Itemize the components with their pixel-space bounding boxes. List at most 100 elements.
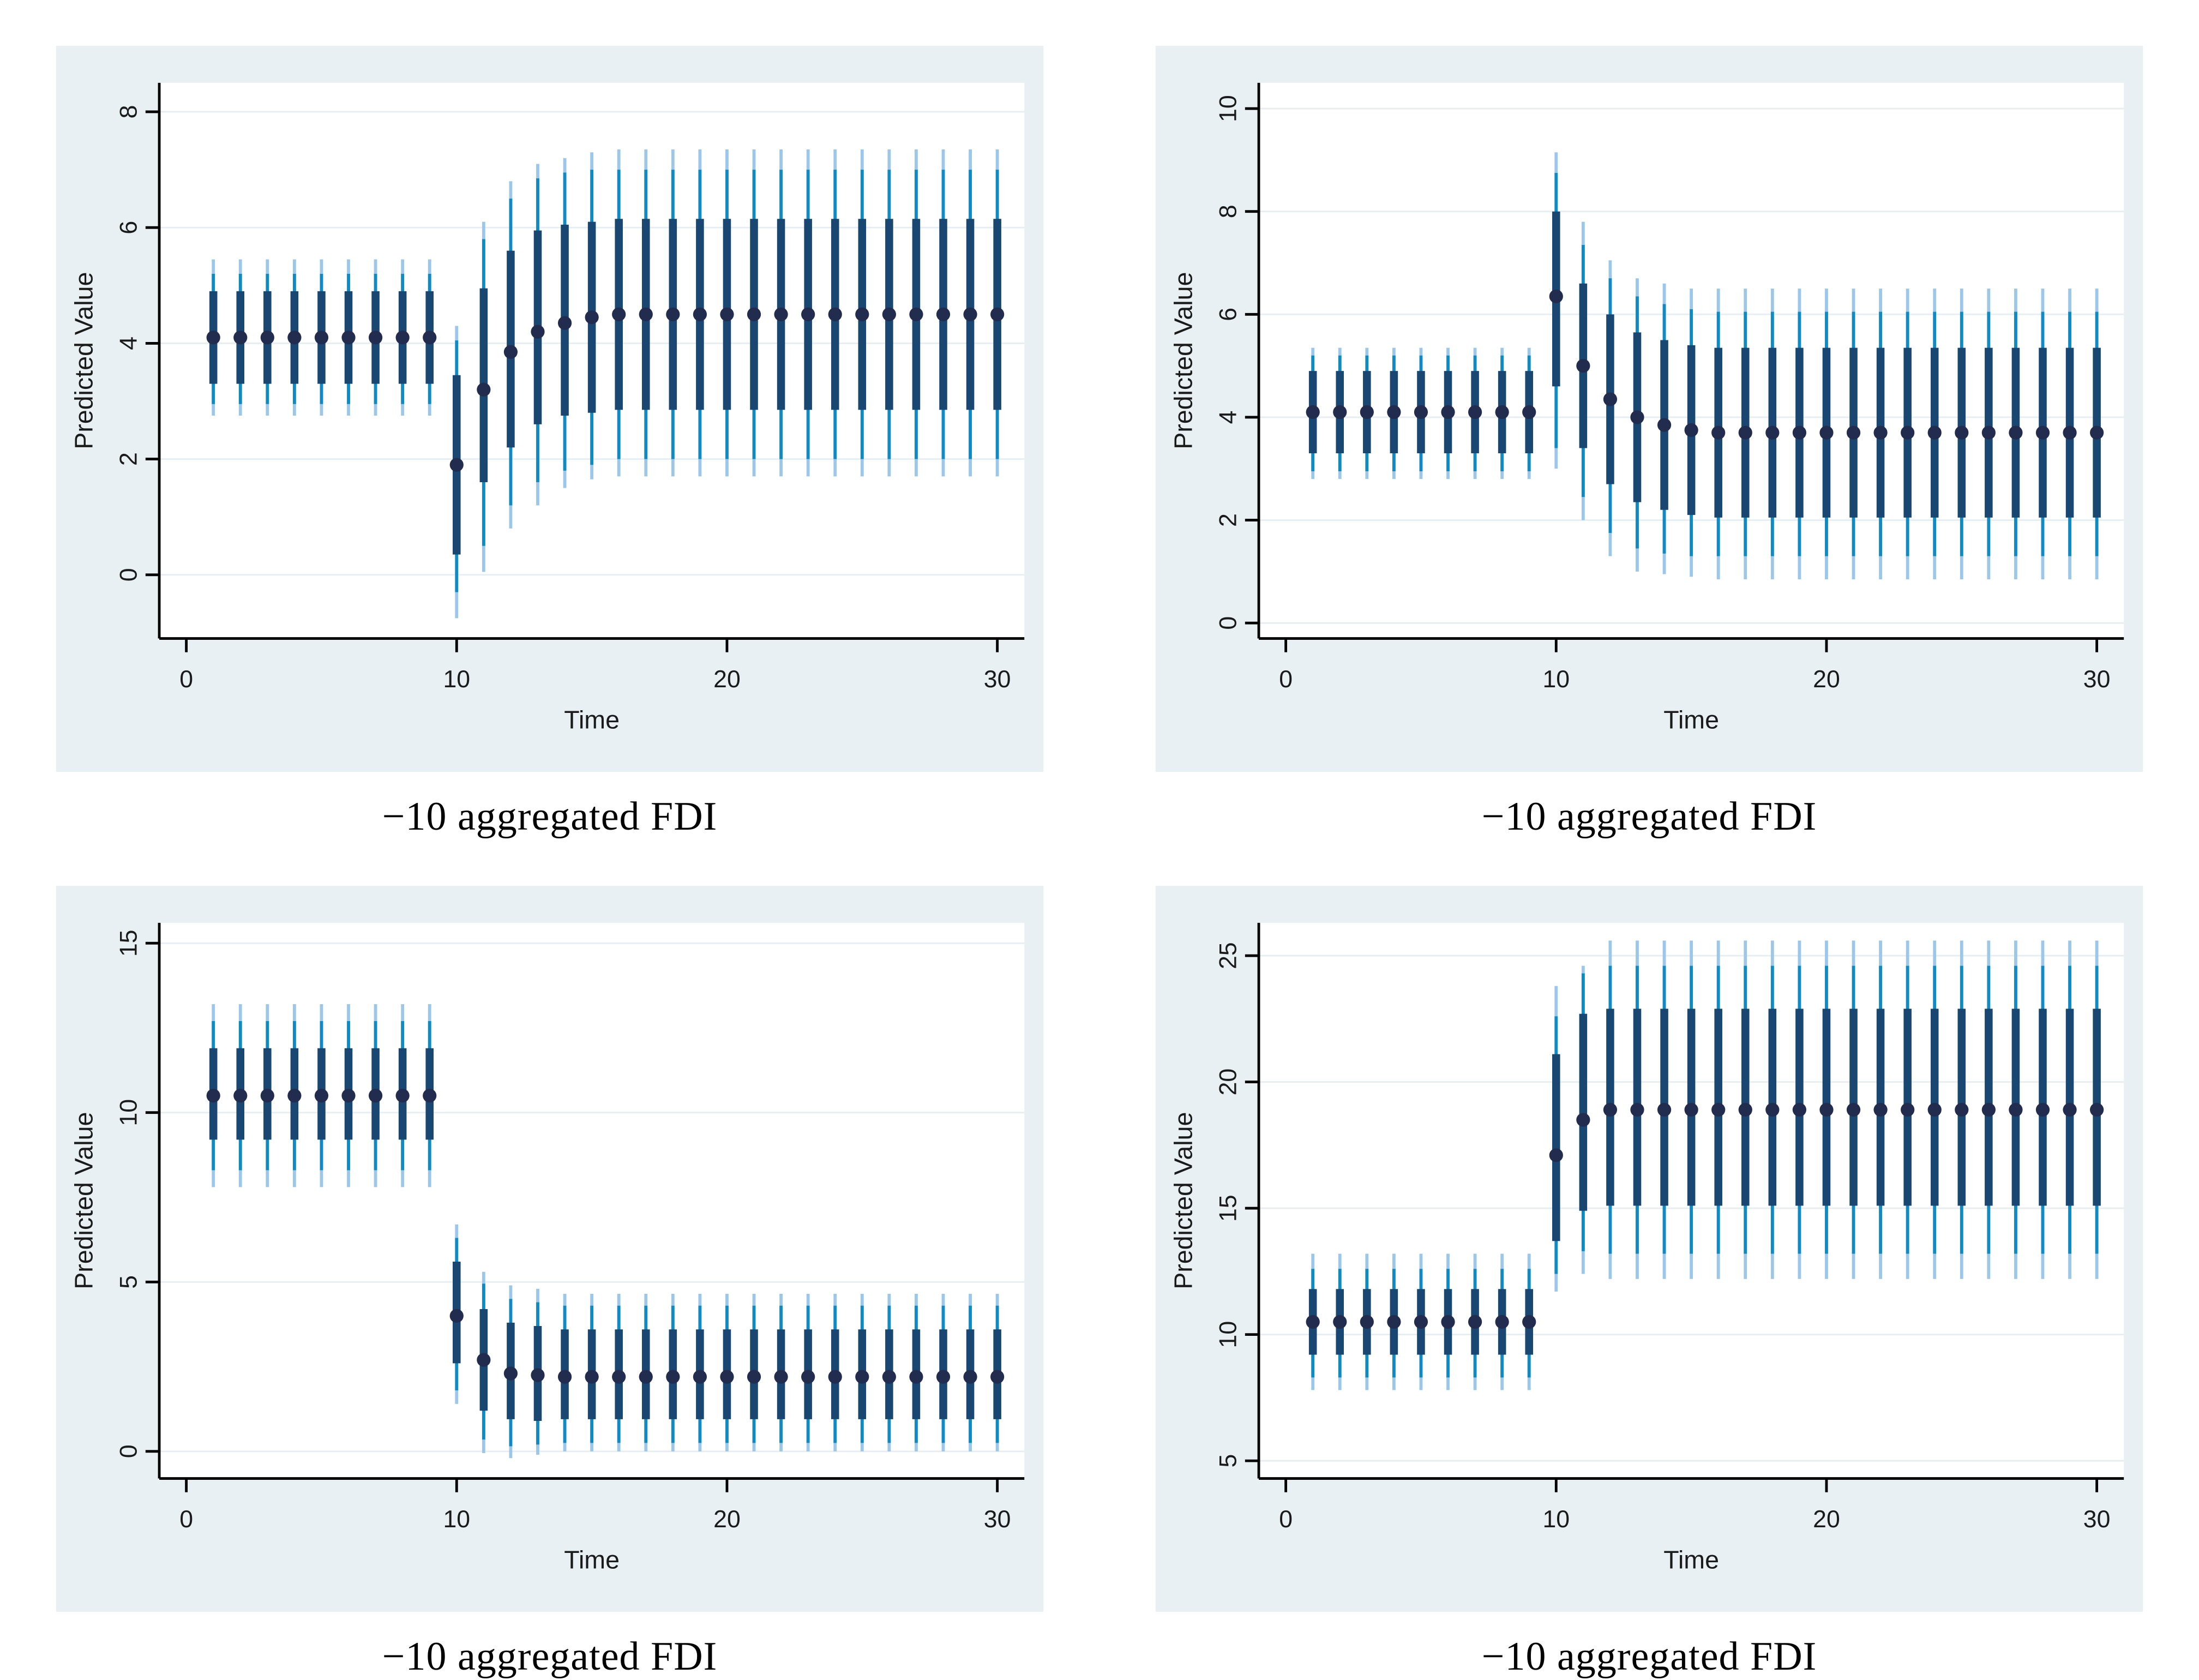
point-marker	[828, 307, 842, 321]
x-tick-label: 20	[1813, 1506, 1840, 1533]
x-axis-title: Time	[1663, 1545, 1719, 1574]
point-marker	[1630, 410, 1644, 424]
point-marker	[1549, 289, 1563, 303]
point-marker	[2035, 1102, 2050, 1117]
point-marker	[1684, 423, 1698, 437]
point-marker	[963, 307, 977, 321]
y-axis-title: Predicted Value	[1169, 272, 1197, 449]
point-marker	[233, 1089, 248, 1103]
y-tick-label: 15	[115, 929, 142, 957]
point-marker	[882, 1370, 896, 1384]
point-marker	[368, 331, 383, 345]
y-axis-title: Predicted Value	[1169, 1112, 1197, 1289]
x-tick-label: 0	[1279, 666, 1293, 693]
point-marker	[2009, 425, 2023, 440]
point-marker	[260, 331, 274, 345]
point-marker	[855, 1370, 869, 1384]
point-marker	[1765, 1102, 1780, 1117]
point-marker	[477, 382, 491, 397]
y-tick-label: 6	[115, 221, 142, 235]
point-marker	[1927, 425, 1942, 440]
point-marker	[1549, 1148, 1563, 1162]
point-marker	[720, 1370, 734, 1384]
x-tick-label: 0	[179, 666, 193, 693]
y-tick-label: 5	[115, 1275, 142, 1289]
point-marker	[449, 1309, 464, 1323]
point-marker	[531, 325, 545, 339]
point-marker	[747, 1370, 761, 1384]
point-marker	[747, 307, 761, 321]
point-marker	[206, 331, 220, 345]
point-marker	[503, 1366, 518, 1381]
point-marker	[801, 1370, 815, 1384]
point-marker	[557, 316, 572, 330]
point-marker	[1333, 405, 1347, 419]
point-marker	[1657, 1102, 1672, 1117]
y-tick-label: 0	[115, 1444, 142, 1458]
point-marker	[909, 307, 923, 321]
point-marker	[585, 1370, 599, 1384]
point-marker	[341, 331, 356, 345]
point-marker	[314, 331, 329, 345]
point-marker	[1306, 1315, 1320, 1329]
point-marker	[801, 307, 815, 321]
y-tick-label: 6	[1215, 308, 1241, 321]
x-tick-label: 10	[443, 1506, 470, 1533]
y-tick-label: 15	[1215, 1195, 1241, 1222]
y-tick-label: 4	[115, 337, 142, 350]
point-marker	[1441, 405, 1455, 419]
point-marker	[1333, 1315, 1347, 1329]
point-marker	[233, 331, 248, 345]
point-marker	[2063, 425, 2077, 440]
point-marker	[1901, 1102, 1915, 1117]
y-tick-label: 2	[1215, 513, 1241, 527]
predicted-value-chart-top-left: 0 2 4 6 8 0 10 20 30 Time Predicted Value	[56, 46, 1044, 772]
point-marker	[2009, 1102, 2023, 1117]
y-tick-label: 20	[1215, 1069, 1241, 1096]
predicted-value-chart-bottom-right: 5 10 15 20 25 0 10 20 30 Time Predicted Value	[1155, 886, 2143, 1612]
point-marker	[828, 1370, 842, 1384]
x-tick-label: 10	[1542, 666, 1570, 693]
point-marker	[1468, 1315, 1482, 1329]
point-marker	[990, 307, 1005, 321]
point-marker	[612, 1370, 626, 1384]
point-marker	[287, 331, 302, 345]
point-marker	[855, 307, 869, 321]
point-marker	[477, 1353, 491, 1367]
y-tick-label: 8	[1215, 205, 1241, 218]
point-marker	[693, 1370, 707, 1384]
point-marker	[423, 1089, 437, 1103]
y-tick-label: 2	[115, 452, 142, 466]
point-marker	[639, 307, 653, 321]
point-marker	[882, 307, 896, 321]
x-tick-label: 10	[443, 666, 470, 693]
point-marker	[1360, 405, 1374, 419]
point-marker	[341, 1089, 356, 1103]
y-tick-label: 0	[1215, 616, 1241, 630]
y-tick-label: 25	[1215, 942, 1241, 969]
y-tick-label: 10	[115, 1099, 142, 1126]
point-marker	[395, 331, 410, 345]
point-marker	[1738, 1102, 1752, 1117]
y-tick-label: 10	[1215, 95, 1241, 122]
x-tick-label: 20	[713, 1506, 741, 1533]
point-marker	[1414, 1315, 1428, 1329]
point-marker	[1981, 425, 1996, 440]
point-marker	[1387, 1315, 1401, 1329]
predicted-value-chart-bottom-left: 0 5 10 15 0 10 20 30 Time Predicted Value	[56, 886, 1044, 1612]
panel-caption: −10 aggregated FDI	[1481, 1634, 1817, 1679]
chart-panel-top-left: 0 2 4 6 8 0 10 20 30 Time Predicted Value −10 aggr…	[0, 0, 1100, 840]
x-tick-label: 0	[179, 1506, 193, 1533]
chart-panel-bottom-left: 0 5 10 15 0 10 20 30 Time Predicted Value −10 agg…	[0, 840, 1100, 1680]
point-marker	[1873, 1102, 1888, 1117]
point-marker	[1765, 425, 1780, 440]
point-marker	[1846, 1102, 1861, 1117]
y-tick-label: 5	[1215, 1454, 1241, 1468]
point-marker	[1576, 1113, 1590, 1127]
point-marker	[1603, 1102, 1618, 1117]
y-tick-label: 8	[115, 105, 142, 119]
point-marker	[1387, 405, 1401, 419]
point-marker	[314, 1089, 329, 1103]
point-marker	[1684, 1102, 1698, 1117]
